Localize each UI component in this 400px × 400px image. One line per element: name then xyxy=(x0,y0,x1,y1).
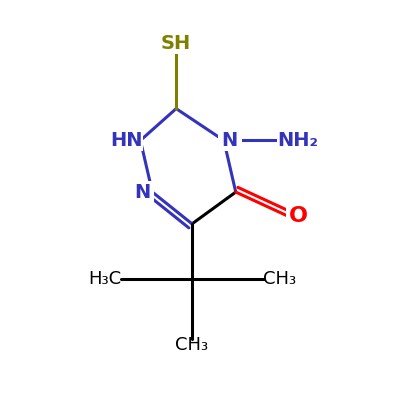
Text: CH₃: CH₃ xyxy=(263,270,296,288)
FancyBboxPatch shape xyxy=(218,130,242,151)
FancyBboxPatch shape xyxy=(286,204,312,228)
Text: CH₃: CH₃ xyxy=(176,336,209,354)
FancyBboxPatch shape xyxy=(160,32,192,54)
FancyBboxPatch shape xyxy=(110,130,143,151)
Text: HN: HN xyxy=(110,131,143,150)
Text: H₃C: H₃C xyxy=(88,270,121,288)
Text: N: N xyxy=(134,182,150,202)
Text: N: N xyxy=(222,131,238,150)
FancyBboxPatch shape xyxy=(278,130,317,151)
Text: O: O xyxy=(289,206,308,226)
FancyBboxPatch shape xyxy=(130,181,154,203)
Text: SH: SH xyxy=(161,34,191,52)
Text: NH₂: NH₂ xyxy=(277,131,318,150)
